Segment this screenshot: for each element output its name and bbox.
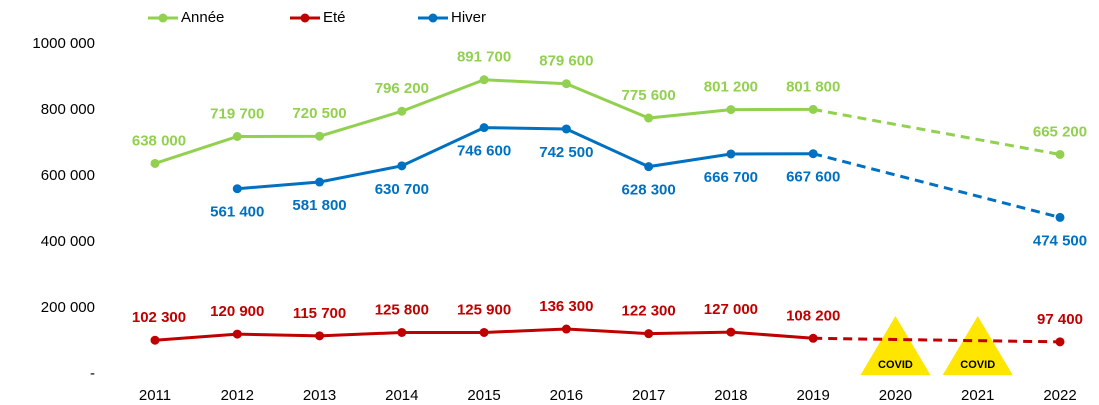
legend-marker: [428, 13, 438, 23]
value-label: 120 900: [210, 303, 264, 320]
value-label: 665 200: [1033, 123, 1087, 140]
covid-triangle: [860, 316, 931, 375]
y-tick-label: 600 000: [41, 167, 95, 184]
y-tick-label: 800 000: [41, 101, 95, 118]
legend-label: Eté: [323, 9, 346, 26]
legend-marker: [300, 13, 310, 23]
value-label: 638 000: [132, 132, 186, 149]
x-tick-label: 2021: [961, 387, 994, 404]
value-label: 628 300: [622, 182, 676, 199]
value-label: 127 000: [704, 301, 758, 318]
value-label: 801 200: [704, 79, 758, 96]
point: [644, 329, 654, 339]
point: [150, 158, 160, 168]
gap-line: [813, 336, 1061, 344]
x-tick-label: 2011: [139, 387, 171, 404]
point: [808, 104, 818, 114]
point: [397, 106, 407, 116]
value-label: 667 600: [786, 169, 840, 186]
point: [644, 162, 654, 172]
y-tick-label: 400 000: [41, 233, 95, 250]
value-label: 775 600: [622, 87, 676, 104]
value-label: 801 800: [786, 78, 840, 95]
value-label: 97 400: [1037, 311, 1083, 328]
gap-line: [812, 107, 1061, 156]
point: [232, 131, 242, 141]
point: [397, 161, 407, 171]
y-tick-label: -: [90, 365, 95, 382]
value-label: 115 700: [293, 305, 346, 322]
point: [808, 333, 818, 343]
point: [726, 105, 736, 115]
point: [232, 329, 242, 339]
gap-line: [812, 152, 1061, 219]
value-label: 879 600: [539, 53, 593, 70]
value-label: 136 300: [539, 298, 593, 315]
value-label: 581 800: [292, 197, 346, 214]
point: [726, 327, 736, 337]
point: [561, 79, 571, 89]
x-tick-label: 2016: [550, 387, 583, 404]
value-label: 742 500: [539, 144, 593, 161]
point: [479, 327, 489, 337]
point: [397, 327, 407, 337]
y-tick-label: 200 000: [41, 299, 95, 316]
point: [561, 124, 571, 134]
covid-triangle: [942, 316, 1013, 375]
x-tick-label: 2013: [303, 387, 336, 404]
annotation: COVID: [878, 359, 913, 371]
point: [315, 131, 325, 141]
point: [232, 184, 242, 194]
x-tick-label: 2020: [879, 387, 912, 404]
point: [1055, 337, 1065, 347]
point: [561, 324, 571, 334]
x-tick-label: 2022: [1043, 387, 1076, 404]
value-label: 125 800: [375, 301, 429, 318]
annotation: COVID: [960, 359, 995, 371]
legend-label: Hiver: [451, 9, 486, 26]
x-tick-label: 2012: [221, 387, 254, 404]
value-label: 102 300: [132, 309, 186, 326]
value-label: 666 700: [704, 169, 758, 186]
value-label: 122 300: [622, 303, 676, 320]
point: [644, 113, 654, 123]
value-label: 720 500: [292, 105, 346, 122]
point: [315, 331, 325, 341]
value-label: 719 700: [210, 105, 264, 122]
point: [479, 123, 489, 133]
x-tick-label: 2018: [714, 387, 747, 404]
legend-label: Année: [181, 9, 224, 26]
y-tick-label: 1000 000: [32, 35, 95, 52]
point: [479, 75, 489, 85]
value-label: 796 200: [375, 80, 429, 97]
x-tick-label: 2015: [467, 387, 500, 404]
legend-marker: [158, 13, 168, 23]
x-tick-label: 2019: [796, 387, 829, 404]
point: [726, 149, 736, 159]
point: [150, 335, 160, 345]
value-label: 125 900: [457, 301, 511, 318]
value-label: 561 400: [210, 204, 264, 221]
point: [1055, 212, 1065, 222]
point: [808, 149, 818, 159]
value-label: 474 500: [1033, 232, 1087, 249]
series-line: [237, 126, 814, 191]
value-label: 630 700: [375, 181, 429, 198]
x-tick-label: 2014: [385, 387, 418, 404]
point: [315, 177, 325, 187]
point: [1055, 149, 1065, 159]
value-label: 108 200: [786, 307, 840, 324]
value-label: 746 600: [457, 143, 511, 160]
x-tick-label: 2017: [632, 387, 665, 404]
value-label: 891 700: [457, 49, 511, 66]
